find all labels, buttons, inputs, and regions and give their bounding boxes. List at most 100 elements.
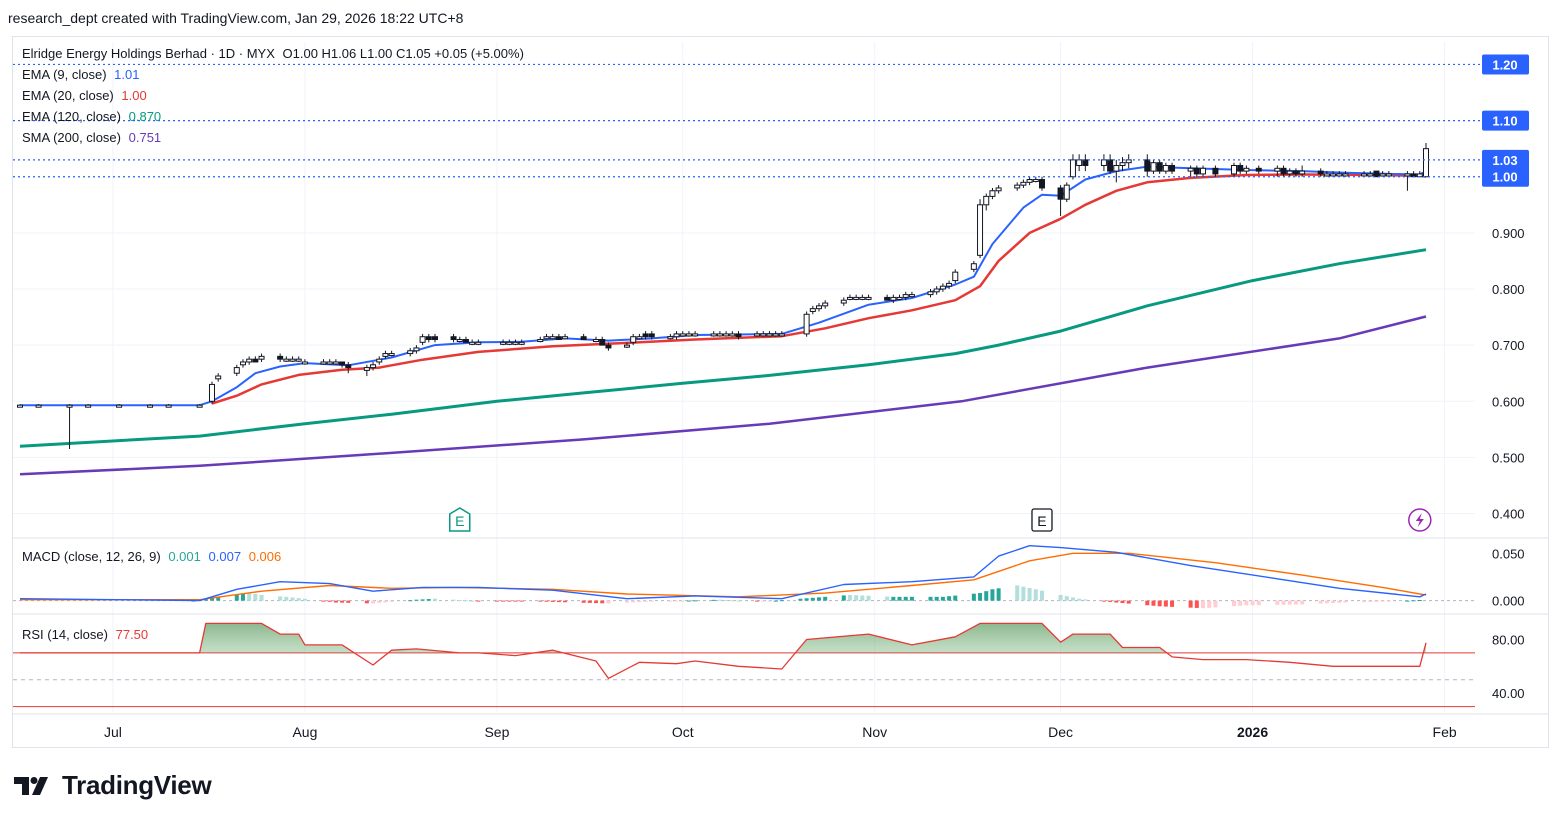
candle-body (679, 333, 686, 337)
candle-body (1107, 159, 1114, 172)
ohlc-values: O1.00 H1.06 L1.00 C1.05 +0.05 (+5.00%) (282, 46, 524, 61)
candle-body (939, 285, 946, 290)
macd-histogram-bar (1058, 594, 1063, 601)
macd-histogram-bar (1039, 590, 1044, 601)
macd-histogram-bar (594, 600, 599, 604)
candle-body (599, 339, 606, 346)
macd-histogram-bar (1194, 600, 1199, 608)
macd-histogram-bar (1281, 600, 1286, 605)
candle-body (766, 333, 773, 337)
macd-histogram-bar (1256, 600, 1261, 606)
macd-histogram-bar (1287, 600, 1292, 605)
ema20-legend[interactable]: EMA (20, close) 1.00 (22, 88, 147, 103)
candle-body (425, 336, 432, 341)
chart-attribution: research_dept created with TradingView.c… (8, 10, 464, 26)
macd-histogram-bar (414, 599, 419, 601)
candle-body (1255, 167, 1262, 172)
macd-histogram-bar (203, 598, 208, 601)
macd-histogram-bar (333, 600, 338, 603)
candle-body (407, 350, 414, 355)
candle-body (723, 333, 730, 337)
macd-histogram-bar (259, 594, 264, 601)
candle-body (1200, 167, 1207, 175)
sma200-label: SMA (200, close) (22, 130, 121, 145)
macd-histogram-bar (1170, 600, 1175, 607)
macd-histogram-bar (1213, 600, 1218, 608)
candle-body (927, 291, 934, 296)
macd-histogram-bar (897, 596, 902, 601)
macd-legend[interactable]: MACD (close, 12, 26, 9) 0.001 0.007 0.00… (22, 549, 281, 564)
candle-body (376, 358, 383, 363)
macd-histogram-bar (947, 596, 952, 601)
macd-histogram-bar (631, 600, 636, 603)
macd-histogram-bar (996, 588, 1001, 601)
time-tick-label: Nov (862, 724, 887, 740)
sma200-legend[interactable]: SMA (200, close) 0.751 (22, 130, 161, 145)
candle-body (896, 296, 903, 300)
macd-histogram-bar (1064, 596, 1069, 601)
candle-body (1243, 167, 1250, 172)
candle-body (989, 190, 996, 197)
macd-histogram-bar (1120, 600, 1125, 604)
candle-body (1193, 167, 1200, 175)
macd-histogram-bar (420, 599, 425, 601)
candle-body (413, 347, 420, 352)
macd-histogram-bar (1324, 600, 1329, 604)
symbol-title[interactable]: Elridge Energy Holdings Berhad · 1D · MY… (22, 46, 275, 61)
candle-body (1162, 165, 1169, 172)
macd-histogram-bar (841, 595, 846, 601)
macd-histogram-bar (903, 596, 908, 601)
candle-body (816, 305, 823, 310)
macd-histogram-bar (476, 600, 481, 602)
rsi-legend[interactable]: RSI (14, close) 77.50 (22, 627, 148, 642)
macd-histogram-bar (346, 600, 351, 603)
candle-body (1076, 159, 1083, 167)
candle-body (1404, 173, 1411, 177)
candle-body (778, 333, 785, 337)
ema120-label: EMA (120, close) (22, 109, 121, 124)
ema9-legend[interactable]: EMA (9, close) 1.01 (22, 67, 139, 82)
macd-histogram-bar (587, 600, 592, 603)
candle-body (196, 404, 203, 408)
candle-body (320, 361, 327, 365)
macd-histogram-bar (810, 597, 815, 601)
candle-body (469, 341, 476, 345)
candle-body (388, 353, 395, 357)
macd-histogram-bar (383, 600, 388, 603)
candle-body (1119, 162, 1126, 166)
macd-histogram-bar (804, 598, 809, 601)
macd-histogram-bar (971, 593, 976, 601)
candle-body (1317, 170, 1324, 175)
candle-body (1373, 170, 1380, 178)
candle-body (1292, 170, 1299, 175)
candle-body (506, 341, 513, 345)
macd-histogram-bar (432, 598, 437, 601)
candle-body (1169, 165, 1176, 172)
rsi-value: 77.50 (115, 627, 149, 642)
sma200-line (19, 315, 1427, 476)
price-tick-label: 0.500 (1492, 450, 1525, 465)
candle-body (642, 333, 649, 338)
macd-histogram-bar (1033, 589, 1038, 601)
candle-body (580, 336, 587, 341)
candle-body (239, 361, 246, 366)
candle-body (295, 358, 302, 362)
candle-body (890, 296, 897, 301)
macd-histogram-bar (470, 600, 475, 602)
candle-body (648, 333, 655, 338)
macd-histogram-bar (1101, 600, 1106, 602)
macd-histogram-bar (513, 600, 518, 602)
macd-histogram-bar (1300, 600, 1305, 605)
macd-histogram-bar (1386, 600, 1391, 602)
price-tick-label: 0.600 (1492, 394, 1525, 409)
time-tick-label: Jul (104, 724, 122, 740)
tradingview-logo[interactable]: TradingView (14, 770, 212, 801)
ema120-legend[interactable]: EMA (120, close) 0.870 (22, 109, 161, 124)
macd-histogram-bar (909, 596, 914, 601)
candle-body (537, 339, 544, 343)
macd-histogram-bar (1151, 600, 1156, 606)
candle-body (772, 333, 779, 337)
macd-histogram-bar (1337, 600, 1342, 603)
macd-histogram-bar (767, 600, 772, 602)
